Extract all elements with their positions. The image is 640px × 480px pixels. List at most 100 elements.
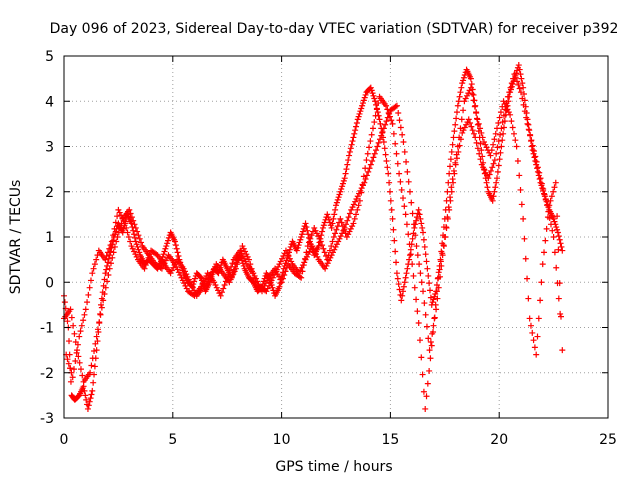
data-point: [480, 138, 487, 145]
data-point: [234, 261, 241, 268]
data-point: [397, 124, 404, 131]
data-point: [500, 98, 507, 105]
data-point: [334, 223, 341, 230]
data-point: [93, 256, 100, 263]
data-point: [417, 270, 424, 277]
data-point: [482, 141, 489, 148]
data-point: [68, 314, 75, 321]
data-point: [400, 283, 407, 290]
data-point: [135, 246, 142, 253]
data-point: [376, 136, 383, 143]
data-point: [332, 206, 339, 213]
data-point: [374, 143, 381, 150]
data-point: [407, 251, 414, 258]
data-point: [316, 235, 323, 242]
data-point: [181, 268, 188, 275]
data-point: [179, 277, 186, 284]
data-point: [91, 363, 98, 370]
x-tick-label: 5: [168, 432, 177, 448]
data-point: [66, 338, 73, 345]
data-point: [329, 249, 336, 256]
data-point: [184, 273, 191, 280]
data-point: [107, 248, 114, 255]
data-point: [351, 130, 358, 137]
data-point: [504, 106, 511, 113]
data-point: [304, 243, 311, 250]
data-point: [453, 115, 460, 122]
data-point: [89, 270, 96, 277]
data-point: [536, 169, 543, 176]
data-point: [153, 251, 160, 258]
data-point: [102, 270, 109, 277]
data-point: [120, 225, 127, 232]
data-point: [406, 256, 413, 263]
data-point: [218, 289, 225, 296]
data-point: [558, 243, 565, 250]
data-point: [490, 141, 497, 148]
data-point: [409, 210, 416, 217]
data-point: [515, 81, 522, 88]
data-point: [359, 181, 366, 188]
data-point: [380, 138, 387, 145]
data-point: [76, 333, 83, 340]
data-point: [160, 251, 167, 258]
data-point: [388, 117, 395, 124]
data-point: [512, 137, 519, 144]
data-point: [537, 175, 544, 182]
data-point: [81, 311, 88, 318]
data-point: [344, 217, 351, 224]
data-point: [69, 374, 76, 381]
data-point: [457, 125, 464, 132]
data-point: [403, 221, 410, 228]
data-point: [185, 276, 192, 283]
data-point: [354, 193, 361, 200]
data-point: [338, 219, 345, 226]
data-point: [102, 256, 109, 263]
data-point: [390, 226, 397, 233]
data-point: [433, 288, 440, 295]
data-point: [386, 188, 393, 195]
data-point: [362, 91, 369, 98]
data-point: [494, 125, 501, 132]
data-point: [228, 273, 235, 280]
data-point: [466, 87, 473, 94]
data-point: [108, 238, 115, 245]
data-point: [70, 322, 77, 329]
data-point: [491, 188, 498, 195]
data-point: [523, 114, 530, 121]
data-point: [320, 222, 327, 229]
data-point: [423, 393, 430, 400]
data-point: [322, 253, 329, 260]
data-point: [360, 97, 367, 104]
data-point: [510, 75, 517, 82]
data-point: [211, 279, 218, 286]
data-point: [404, 168, 411, 175]
data-point: [173, 245, 180, 252]
data-point: [242, 248, 249, 255]
data-point: [117, 224, 124, 231]
data-point: [142, 262, 149, 269]
data-point: [100, 297, 107, 304]
data-point: [315, 243, 322, 250]
data-point: [497, 149, 504, 156]
data-point: [533, 351, 540, 358]
data-point: [171, 262, 178, 269]
data-point: [85, 291, 92, 298]
data-point: [363, 157, 370, 164]
data-point: [367, 138, 374, 145]
data-point: [299, 268, 306, 275]
data-point: [164, 254, 171, 261]
data-point: [245, 256, 252, 263]
data-point: [448, 184, 455, 191]
data-point: [326, 247, 333, 254]
data-point: [550, 188, 557, 195]
data-point: [486, 149, 493, 156]
data-point: [172, 242, 179, 249]
data-point: [493, 150, 500, 157]
data-point: [239, 243, 246, 250]
data-point: [215, 287, 222, 294]
data-point: [275, 263, 282, 270]
y-axis-label: SDTVAR / TECUs: [8, 180, 24, 295]
data-point: [414, 252, 421, 259]
data-point: [510, 130, 517, 137]
